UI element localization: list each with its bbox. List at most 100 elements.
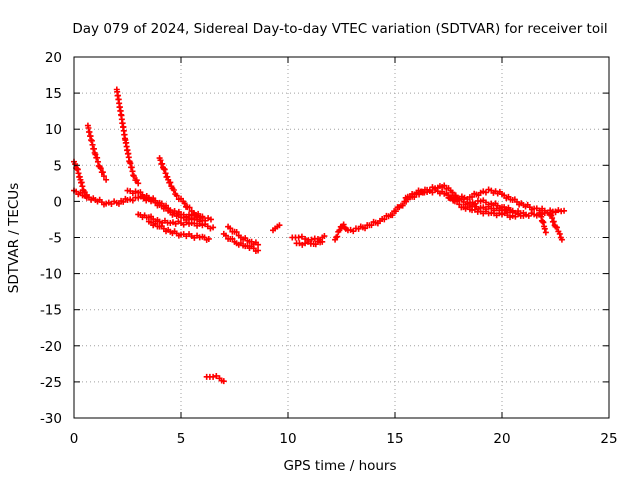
data-point (157, 157, 164, 164)
track-arc-4 (156, 155, 206, 222)
data-point (276, 222, 283, 229)
data-points (71, 86, 568, 385)
data-point (222, 232, 229, 239)
data-point (83, 194, 90, 201)
data-point (561, 207, 568, 214)
data-point (94, 158, 101, 165)
data-point (255, 247, 262, 254)
data-point (161, 166, 168, 173)
x-tick-label: 0 (70, 431, 79, 447)
track-late-band (445, 186, 559, 216)
y-tick-label: 0 (53, 194, 62, 210)
track-late-drop (548, 212, 565, 243)
y-tick-label: 5 (53, 158, 62, 174)
data-point (321, 233, 328, 240)
data-point (233, 229, 240, 236)
data-point (227, 225, 234, 232)
data-point (97, 165, 104, 172)
data-point (158, 200, 165, 207)
x-tick-label: 20 (493, 431, 510, 447)
data-point (319, 238, 326, 245)
data-point (205, 235, 212, 242)
track-band-3 (145, 218, 212, 243)
data-point (81, 189, 88, 196)
data-point (72, 161, 79, 168)
y-tick-label: 10 (45, 122, 62, 138)
data-point (362, 225, 369, 232)
data-point (173, 192, 180, 199)
data-point (220, 378, 227, 385)
x-tick-label: 5 (177, 431, 186, 447)
data-point (100, 173, 107, 180)
x-tick-label: 15 (386, 431, 403, 447)
x-tick-label: 10 (279, 431, 296, 447)
track-segment-7h (220, 230, 262, 255)
track-late-spike (537, 211, 549, 236)
data-point (550, 218, 557, 225)
data-point (229, 235, 236, 242)
data-point (164, 173, 171, 180)
y-tick-label: -15 (40, 303, 62, 319)
track-segment-12h (332, 221, 349, 243)
data-point (162, 170, 169, 177)
data-point (340, 221, 347, 228)
data-point (186, 204, 193, 211)
x-tick-label: 25 (600, 431, 617, 447)
data-point (159, 160, 166, 167)
y-axis-label: SDTVAR / TECUs (6, 183, 22, 293)
data-point (213, 372, 220, 379)
track-arc-2 (84, 122, 110, 183)
data-point (210, 224, 217, 231)
data-point (381, 216, 388, 223)
data-point (167, 179, 174, 186)
data-point (389, 212, 396, 219)
data-point (399, 202, 406, 209)
data-point (163, 202, 170, 209)
data-point (553, 224, 560, 231)
data-point (449, 189, 456, 196)
track-segment-7h-upper (225, 223, 262, 248)
track-segment-9_5h (270, 222, 283, 234)
track-arc-1 (71, 158, 90, 201)
track-late-band-2 (466, 197, 527, 217)
data-point (103, 176, 110, 183)
data-point (210, 373, 217, 380)
data-point (469, 194, 476, 201)
data-point (368, 222, 375, 229)
data-point (334, 233, 341, 240)
data-point (199, 215, 206, 222)
data-point (255, 241, 262, 248)
data-point (441, 182, 448, 189)
data-point (130, 173, 137, 180)
data-point (133, 177, 140, 184)
data-point (94, 154, 101, 161)
data-point (549, 215, 556, 222)
y-tick-label: -30 (40, 411, 62, 427)
y-tick-label: -5 (49, 231, 62, 247)
axis-ticks (73, 56, 610, 419)
data-point (406, 194, 413, 201)
track-segment-11h-lower (293, 238, 326, 248)
data-point (392, 208, 399, 215)
y-tick-label: -25 (40, 375, 62, 391)
data-point (295, 234, 302, 241)
y-tick-label: 15 (45, 86, 62, 102)
y-tick-label: -20 (40, 339, 62, 355)
data-point (181, 200, 188, 207)
data-point (552, 208, 559, 215)
x-axis-label: GPS time / hours (283, 458, 396, 474)
data-point (135, 180, 142, 187)
y-tick-label: 20 (45, 50, 62, 66)
data-point (207, 216, 214, 223)
track-segment-11h (289, 233, 328, 244)
data-point (556, 230, 563, 237)
data-point (542, 229, 549, 236)
chart-title: Day 079 of 2024, Sidereal Day-to-day VTE… (72, 21, 607, 37)
data-point (541, 225, 548, 232)
y-tick-label: -10 (40, 267, 62, 283)
grid-lines (74, 57, 609, 418)
data-point (170, 187, 177, 194)
axis-tick-labels: 0 5 10 15 20 25 -30 -25 -20 -15 -10 -5 0 5 10 15 20 (40, 50, 618, 447)
data-point (520, 209, 527, 216)
